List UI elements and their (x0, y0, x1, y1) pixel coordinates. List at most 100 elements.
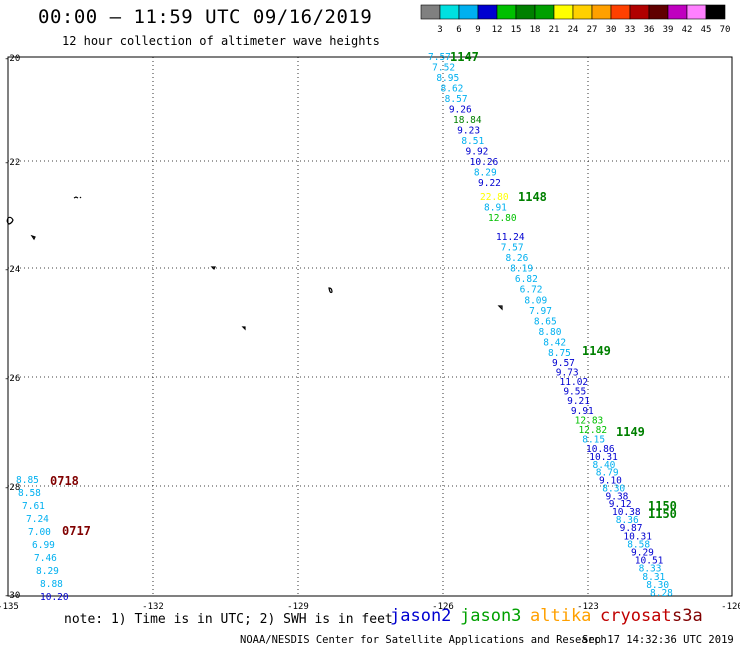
pass-number-label: 1150 (648, 507, 677, 521)
wave-height-value: 8.80 (539, 327, 562, 338)
wave-height-value: 8.91 (484, 203, 507, 214)
longitude-label: -120 (721, 602, 740, 612)
wave-height-value: 9.22 (478, 178, 501, 189)
credit-line: NOAA/NESDIS Center for Satellite Applica… (240, 634, 607, 646)
generated-timestamp: Sep 17 14:32:36 UTC 2019 (582, 634, 734, 646)
wave-height-value: 8.85 (16, 475, 39, 486)
wave-height-value: 8.95 (436, 73, 459, 84)
color-scale-label: 15 (511, 25, 522, 35)
satellite-legend-item: s3a (672, 606, 703, 626)
longitude-label: -132 (142, 602, 164, 612)
wave-height-value: 12.82 (578, 425, 607, 436)
pass-number-label: 1149 (582, 344, 611, 358)
wave-height-value: 6.72 (520, 285, 543, 296)
wave-height-value: 8.62 (441, 84, 464, 95)
color-scale-label: 30 (606, 25, 617, 35)
wave-height-value: 7.46 (34, 553, 57, 564)
wave-height-value: 10.38 (612, 507, 641, 518)
latitude-label: -26 (4, 374, 20, 384)
wave-height-value: 7.97 (529, 306, 552, 317)
wave-height-value: 8.42 (543, 337, 566, 348)
wave-height-value: 12.80 (488, 213, 517, 224)
wave-height-value: 9.26 (449, 105, 472, 116)
wave-height-value: 9.38 (606, 491, 629, 502)
wave-height-value: 7.00 (28, 527, 51, 538)
wave-height-value: 8.58 (627, 539, 650, 550)
wave-height-value: 7.24 (26, 514, 49, 525)
color-scale-label: 24 (568, 25, 579, 35)
wave-height-value: 6.99 (32, 540, 55, 551)
wave-height-value: 7.57 (501, 243, 524, 254)
wave-height-value: 8.57 (445, 94, 468, 105)
wave-height-value: 8.31 (642, 572, 665, 583)
satellite-legend-item: jason3 (460, 606, 522, 626)
wave-height-value: 8.33 (639, 564, 662, 575)
wave-height-value: 8.28 (650, 588, 673, 599)
pass-number-label: 1147 (450, 50, 479, 64)
wave-height-value: 7.57 (428, 52, 451, 63)
latitude-label: -22 (4, 158, 20, 168)
footer-note: note: 1) Time is in UTC; 2) SWH is in fe… (64, 612, 393, 627)
latitude-label: -20 (4, 54, 20, 64)
color-scale-label: 36 (644, 25, 655, 35)
pass-number-label: 1149 (616, 425, 645, 439)
wave-height-value: 8.30 (646, 580, 669, 591)
wave-height-value: 8.26 (505, 253, 528, 264)
wave-height-value: 11.24 (496, 232, 525, 243)
wave-height-value: 9.21 (567, 396, 590, 407)
map-frame (7, 56, 733, 597)
island-shape (241, 326, 246, 331)
wave-height-value: 9.29 (631, 548, 654, 559)
altimeter-tracks: 7.577.528.958.628.579.2618.849.238.519.9… (16, 50, 677, 603)
color-scale-label: 70 (720, 25, 731, 35)
wave-height-value: 10.26 (470, 157, 499, 168)
wave-height-value: 8.29 (36, 566, 59, 577)
color-scale-label: 45 (701, 25, 712, 35)
wave-height-value: 8.51 (461, 136, 484, 147)
wave-height-value: 10.51 (635, 556, 664, 567)
longitude-label: -126 (432, 602, 454, 612)
pass-number-label: 1150 (648, 499, 677, 513)
island-shape (6, 216, 14, 225)
wave-height-value: 9.57 (552, 358, 575, 369)
wave-height-value: 7.61 (22, 501, 45, 512)
wave-height-value: 8.29 (474, 168, 497, 179)
pass-number-label: 1148 (518, 190, 547, 204)
wave-height-value: 8.58 (18, 488, 41, 499)
wave-height-value: 9.87 (620, 523, 643, 534)
wave-height-value: 8.19 (510, 264, 533, 275)
wave-height-value: 10.31 (623, 531, 652, 542)
wave-height-value: 8.15 (582, 434, 605, 445)
island-outlines (6, 196, 503, 331)
wave-height-value: 10.31 (589, 452, 618, 463)
wave-height-value: 9.92 (466, 147, 489, 158)
latitude-label: -24 (4, 265, 20, 275)
color-scale-label: 39 (663, 25, 674, 35)
color-scale-label: 18 (530, 25, 541, 35)
wave-height-value: 8.88 (40, 579, 63, 590)
wave-height-value: 11.02 (560, 377, 589, 388)
wave-height-value: 9.91 (571, 406, 594, 417)
longitude-label: -129 (287, 602, 309, 612)
color-scale-label: 3 (437, 25, 442, 35)
map-title: 00:00 – 11:59 UTC 09/16/2019 (38, 6, 373, 28)
color-scale-label: 27 (587, 25, 598, 35)
wave-height-value: 22.80 (480, 192, 509, 203)
wave-height-value: 6.82 (515, 274, 538, 285)
lat-lon-grid: -20 -22 -24 -26 -28 -30-135 -132 -129 -126 -123 -1… (0, 54, 740, 612)
color-scale-label: 12 (492, 25, 503, 35)
wave-height-value: 12.83 (575, 415, 604, 426)
wave-height-value: 7.52 (432, 63, 455, 74)
island-shape (210, 266, 216, 271)
map-subtitle: 12 hour collection of altimeter wave hei… (62, 34, 380, 48)
longitude-label: -135 (0, 602, 19, 612)
wave-height-value: 9.73 (556, 368, 579, 379)
island-shape (30, 234, 36, 241)
wave-height-value: 18.84 (453, 115, 482, 126)
island-shape (73, 196, 82, 199)
wave-height-value: 9.23 (457, 126, 480, 137)
color-scale-label: 6 (456, 25, 461, 35)
island-shape (328, 287, 333, 294)
